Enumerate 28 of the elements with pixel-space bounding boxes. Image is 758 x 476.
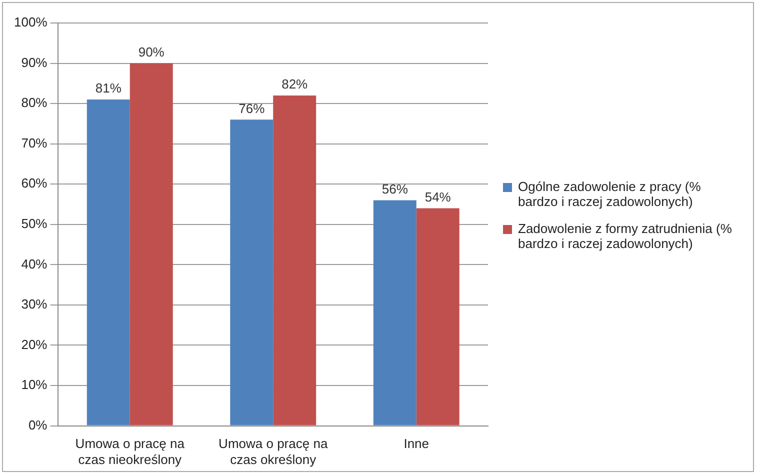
y-tick-label: 30% xyxy=(21,296,48,312)
y-tick-label: 0% xyxy=(28,417,48,432)
bar xyxy=(373,200,416,426)
data-label: 76% xyxy=(238,100,266,116)
data-label: 54% xyxy=(424,189,452,204)
y-tick-label: 80% xyxy=(21,95,48,110)
data-label: 81% xyxy=(95,80,122,96)
legend-label: Ogólne zadowolenie z pracy (% bardzo i raczej zadowolonych) xyxy=(518,179,702,209)
y-tick-label: 50% xyxy=(21,216,48,231)
y-tick-label: 100% xyxy=(14,14,48,30)
y-tick-label: 90% xyxy=(21,54,48,70)
data-label: 56% xyxy=(382,181,408,196)
bar xyxy=(273,96,316,426)
y-tick-label: 70% xyxy=(21,135,48,150)
y-tick-label: 40% xyxy=(21,256,48,272)
data-label: 82% xyxy=(282,76,308,92)
y-tick-label: 10% xyxy=(21,377,48,392)
x-tick-label: Inne xyxy=(404,436,430,452)
y-tick-label: 20% xyxy=(21,336,48,352)
y-tick-label: 60% xyxy=(21,176,48,191)
data-label: 90% xyxy=(138,44,165,60)
bar xyxy=(86,100,130,426)
x-tick-label: Umowa o pracę na czas określony xyxy=(218,436,328,467)
bar xyxy=(230,120,274,426)
x-tick-label: Umowa o pracę na czas nieokreślony xyxy=(75,436,186,467)
legend-label: Zadowolenie z formy zatrudnienia (% bardzo i raczej zadowolonych) xyxy=(518,221,733,251)
bar xyxy=(416,208,460,426)
bar xyxy=(130,63,173,426)
